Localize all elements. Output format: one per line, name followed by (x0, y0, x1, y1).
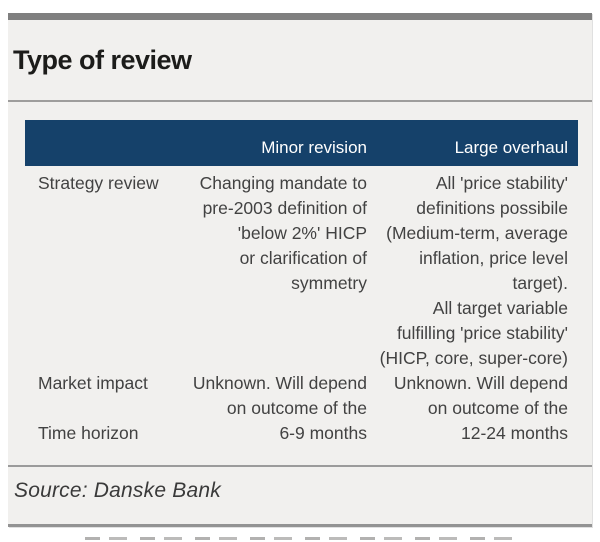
row-label: Market impact (38, 373, 148, 393)
strategy-minor-cell: Changing mandate to pre-2003 definition … (199, 173, 367, 293)
row-label: Strategy review (38, 173, 159, 193)
time-minor-cell: 6-9 months (279, 423, 367, 443)
header-minor-revision: Minor revision (261, 138, 367, 157)
source-block: Source: Danske Bank (8, 465, 592, 524)
title-block: Type of review (8, 20, 592, 102)
time-large-cell: 12-24 months (460, 423, 568, 443)
card-top-bar (8, 13, 592, 20)
market-large-cell: Unknown. Will depend on outcome of the (393, 373, 568, 418)
source-attribution: Source: Danske Bank (14, 479, 221, 502)
market-minor-cell: Unknown. Will depend on outcome of the (192, 373, 367, 418)
cutoff-text-fragment (85, 537, 517, 540)
strategy-large-cell: All 'price stability' definitions possib… (379, 173, 568, 368)
page-title: Type of review (13, 44, 192, 75)
report-table-card: Type of review Minor revision Large over… (8, 13, 592, 527)
table-row-market-impact: Market impact Unknown. Will depend on ou… (25, 371, 578, 421)
table-row-strategy-review: Strategy review Changing mandate to pre-… (25, 171, 578, 371)
table-header-row: Minor revision Large overhaul (25, 120, 578, 166)
table-body: Strategy review Changing mandate to pre-… (25, 166, 578, 465)
review-table: Minor revision Large overhaul Strategy r… (25, 120, 578, 465)
header-large-overhaul: Large overhaul (454, 138, 568, 157)
row-label: Time horizon (38, 423, 139, 443)
table-row-time-horizon: Time horizon 6-9 months 12-24 months (25, 421, 578, 446)
